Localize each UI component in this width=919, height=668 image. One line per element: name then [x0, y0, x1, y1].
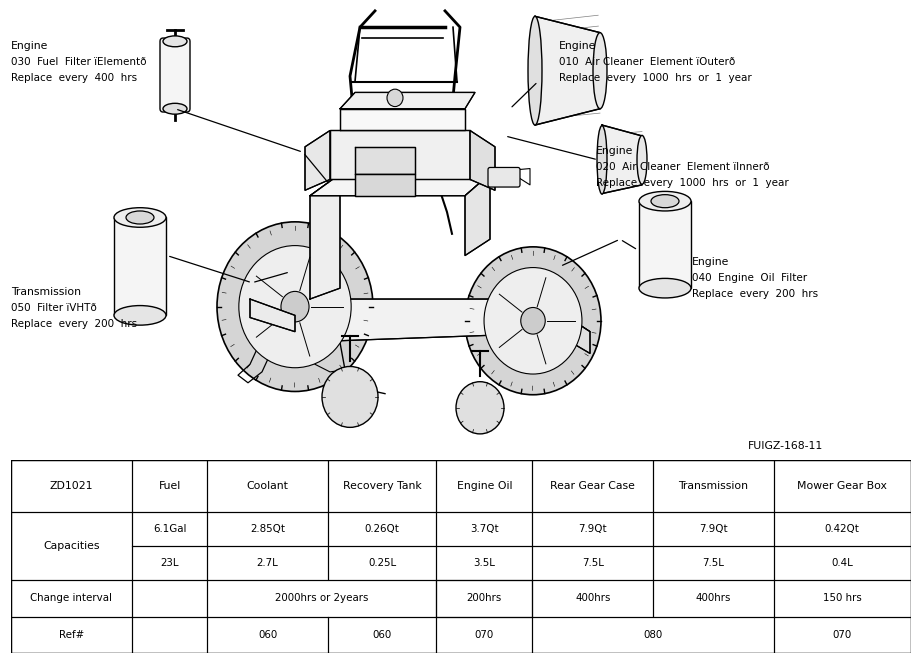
Text: Engine: Engine — [691, 257, 729, 267]
Ellipse shape — [636, 136, 646, 184]
Polygon shape — [305, 130, 330, 190]
Circle shape — [464, 247, 600, 395]
Text: 23L: 23L — [160, 558, 178, 568]
Circle shape — [322, 367, 378, 428]
Text: Replace  every  200  hrs: Replace every 200 hrs — [11, 319, 137, 329]
Text: Fuel: Fuel — [158, 481, 180, 491]
Polygon shape — [470, 130, 494, 190]
Ellipse shape — [126, 211, 153, 224]
Text: 6.1Gal: 6.1Gal — [153, 524, 186, 534]
Text: 7.5L: 7.5L — [581, 558, 603, 568]
Text: 060: 060 — [257, 630, 277, 640]
Circle shape — [456, 381, 504, 434]
Bar — [639, 201, 690, 288]
Text: 040  Engine  Oil  Filter: 040 Engine Oil Filter — [691, 273, 806, 283]
Text: 050  Filter ïVHTð: 050 Filter ïVHTð — [11, 303, 96, 313]
Text: Capacities: Capacities — [43, 541, 99, 551]
Text: 0.25L: 0.25L — [368, 558, 396, 568]
Text: FUIGZ-168-11: FUIGZ-168-11 — [747, 441, 823, 451]
Ellipse shape — [163, 104, 187, 114]
Text: Engine: Engine — [11, 41, 49, 51]
Circle shape — [520, 307, 545, 334]
Text: Engine: Engine — [559, 41, 596, 51]
Polygon shape — [340, 109, 464, 130]
Text: 2.85Qt: 2.85Qt — [250, 524, 285, 534]
Ellipse shape — [651, 194, 678, 208]
Text: 2000hrs or 2years: 2000hrs or 2years — [275, 593, 369, 603]
Polygon shape — [310, 174, 340, 299]
Text: Mower Gear Box: Mower Gear Box — [797, 481, 886, 491]
Ellipse shape — [114, 208, 165, 227]
Text: Change interval: Change interval — [30, 593, 112, 603]
Text: Engine: Engine — [596, 146, 633, 156]
Polygon shape — [250, 299, 295, 332]
Ellipse shape — [528, 16, 541, 125]
Text: 010  Air Cleaner  Element ïOuterð: 010 Air Cleaner Element ïOuterð — [559, 57, 735, 67]
Polygon shape — [601, 125, 641, 194]
Circle shape — [387, 89, 403, 107]
Polygon shape — [355, 147, 414, 174]
Text: 070: 070 — [474, 630, 494, 640]
Text: Replace  every  1000  hrs  or  1  year: Replace every 1000 hrs or 1 year — [596, 178, 789, 188]
Bar — [114, 218, 165, 315]
Text: Rear Gear Case: Rear Gear Case — [550, 481, 634, 491]
Text: Replace  every  1000  hrs  or  1  year: Replace every 1000 hrs or 1 year — [559, 73, 752, 84]
Text: Replace  every  200  hrs: Replace every 200 hrs — [691, 289, 817, 299]
Circle shape — [483, 268, 582, 374]
Text: 060: 060 — [372, 630, 391, 640]
Polygon shape — [244, 299, 289, 364]
Circle shape — [280, 291, 309, 322]
FancyBboxPatch shape — [487, 168, 519, 187]
Text: 400hrs: 400hrs — [695, 593, 731, 603]
Text: 0.42Qt: 0.42Qt — [824, 524, 858, 534]
Ellipse shape — [639, 279, 690, 298]
FancyBboxPatch shape — [160, 38, 190, 112]
Ellipse shape — [114, 305, 165, 325]
Text: Replace  every  400  hrs: Replace every 400 hrs — [11, 73, 137, 84]
Ellipse shape — [593, 33, 607, 109]
Polygon shape — [330, 130, 470, 180]
Text: 0.4L: 0.4L — [831, 558, 852, 568]
Text: 400hrs: 400hrs — [574, 593, 610, 603]
Text: 020  Air Cleaner  Element ïInnerð: 020 Air Cleaner Element ïInnerð — [596, 162, 769, 172]
Polygon shape — [355, 174, 414, 196]
Text: Coolant: Coolant — [246, 481, 289, 491]
Circle shape — [217, 222, 372, 391]
Text: 3.7Qt: 3.7Qt — [470, 524, 498, 534]
Text: 200hrs: 200hrs — [466, 593, 502, 603]
Polygon shape — [310, 174, 490, 196]
Text: 3.5L: 3.5L — [473, 558, 494, 568]
Text: 7.5L: 7.5L — [702, 558, 723, 568]
Text: 7.9Qt: 7.9Qt — [698, 524, 727, 534]
Text: 2.7L: 2.7L — [256, 558, 278, 568]
Text: ZD1021: ZD1021 — [50, 481, 93, 491]
Text: 0.26Qt: 0.26Qt — [364, 524, 399, 534]
Circle shape — [239, 246, 351, 367]
Text: 080: 080 — [642, 630, 662, 640]
Text: Transmission: Transmission — [11, 287, 81, 297]
Ellipse shape — [639, 192, 690, 211]
Polygon shape — [464, 174, 490, 256]
Text: 7.9Qt: 7.9Qt — [578, 524, 607, 534]
Text: Recovery Tank: Recovery Tank — [343, 481, 421, 491]
Polygon shape — [340, 92, 474, 109]
Text: 030  Fuel  Filter ïElementð: 030 Fuel Filter ïElementð — [11, 57, 146, 67]
Polygon shape — [539, 299, 589, 353]
Text: Ref#: Ref# — [59, 630, 84, 640]
Text: Engine Oil: Engine Oil — [456, 481, 512, 491]
Text: 150 hrs: 150 hrs — [822, 593, 861, 603]
Polygon shape — [244, 299, 589, 343]
Text: Transmission: Transmission — [677, 481, 748, 491]
Polygon shape — [535, 16, 599, 125]
Ellipse shape — [596, 126, 607, 194]
Ellipse shape — [163, 36, 187, 47]
Text: 070: 070 — [832, 630, 851, 640]
